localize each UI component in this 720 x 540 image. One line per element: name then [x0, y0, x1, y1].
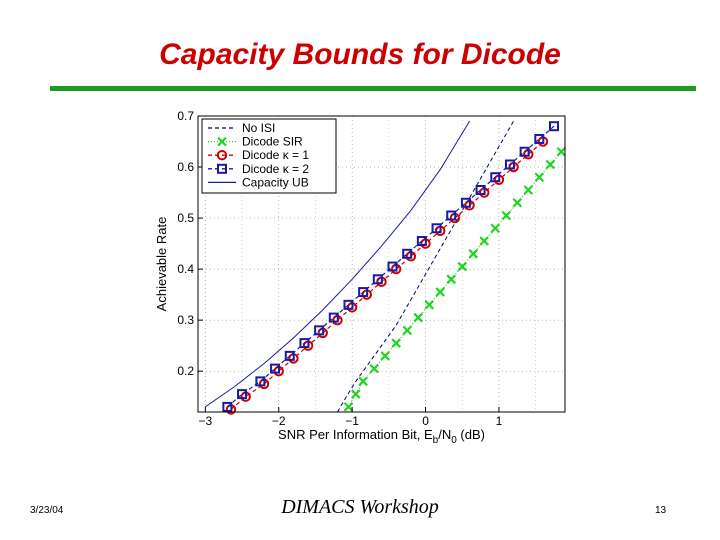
series-line	[230, 141, 544, 410]
data-point	[534, 133, 545, 144]
data-point	[424, 300, 434, 310]
y-tick-label: 0.5	[177, 211, 194, 225]
series-capacity-ub	[205, 120, 471, 408]
data-point	[237, 389, 248, 400]
data-point	[413, 312, 423, 323]
footer-date: 3/23/04	[30, 505, 64, 516]
legend-label: Dicode SIR	[242, 135, 303, 149]
data-point	[270, 363, 281, 374]
legend-label: Dicode κ = 2	[242, 162, 309, 176]
legend-marker	[217, 163, 227, 174]
series-line	[337, 120, 515, 413]
legend-label: Capacity UB	[242, 175, 309, 189]
data-point	[416, 236, 427, 247]
data-point	[284, 350, 295, 361]
data-point	[343, 402, 354, 412]
data-point	[402, 325, 412, 336]
data-point	[435, 287, 445, 297]
data-point	[314, 325, 325, 336]
data-point	[512, 197, 523, 208]
series-no-isi	[337, 120, 515, 413]
x-tick-label: −2	[272, 414, 286, 428]
data-point	[460, 197, 471, 208]
data-point	[343, 299, 354, 310]
data-point	[222, 401, 233, 412]
x-tick-label: −1	[345, 414, 359, 428]
data-point	[358, 376, 368, 387]
y-tick-label: 0.6	[177, 160, 194, 174]
data-point	[391, 338, 401, 348]
legend-label: No ISI	[242, 121, 275, 135]
x-tick-label: 0	[422, 414, 429, 428]
data-point	[446, 274, 457, 285]
data-point	[380, 351, 390, 361]
x-label-sub2: 0	[451, 435, 457, 446]
data-point	[299, 338, 310, 349]
x-tick-label: −3	[198, 414, 212, 428]
x-label-main: SNR Per Information Bit, E	[278, 427, 433, 442]
legend-box	[201, 118, 337, 194]
data-point	[328, 312, 339, 323]
slide-title: Capacity Bounds for Dicode	[159, 38, 561, 71]
legend-label: Dicode κ = 1	[242, 148, 309, 162]
data-point	[255, 376, 266, 387]
series-dicode-sir	[343, 146, 567, 412]
data-point	[431, 223, 442, 234]
series-layer	[205, 120, 567, 415]
series-line	[205, 120, 471, 408]
x-label-tail: (dB)	[457, 427, 485, 442]
legend-marker	[216, 150, 228, 161]
x-label-mid: /N	[438, 427, 451, 442]
data-point	[372, 274, 383, 285]
data-point	[548, 121, 559, 132]
y-axis-label: Achievable Rate	[154, 217, 169, 312]
capacity-chart: −3 −2 −1 0 1 0.2 0.3 0.4 0.5 0.6 0.7 Achievable Ra…	[150, 108, 578, 453]
x-axis-label: SNR Per Information Bit, Eb/N0 (dB)	[278, 427, 485, 446]
data-point	[556, 146, 567, 157]
data-point	[545, 159, 556, 170]
y-tick-label: 0.4	[177, 262, 194, 276]
data-point	[457, 261, 468, 272]
x-label-sub1: b	[433, 435, 439, 446]
y-tick-label: 0.2	[177, 364, 194, 378]
footer-page-number: 13	[655, 505, 667, 516]
data-point	[504, 159, 515, 170]
data-point	[479, 236, 490, 246]
data-point	[468, 249, 479, 259]
y-tick-label: 0.3	[177, 313, 194, 327]
data-point	[402, 248, 413, 259]
data-point	[387, 261, 398, 272]
data-point	[446, 210, 457, 221]
data-point	[519, 146, 530, 157]
x-tick-label: 1	[496, 414, 503, 428]
data-point	[490, 223, 501, 234]
data-point	[523, 185, 534, 195]
data-point	[358, 287, 369, 298]
axis-ticks: −3 −2 −1 0 1 0.2 0.3 0.4 0.5 0.6 0.7	[177, 109, 502, 428]
data-point	[475, 185, 486, 195]
data-point	[501, 210, 512, 221]
data-point	[351, 389, 361, 399]
data-point	[369, 363, 379, 374]
title-rule	[50, 86, 696, 91]
y-tick-label: 0.7	[177, 109, 194, 123]
data-point	[490, 172, 501, 183]
footer-title: DIMACS Workshop	[281, 496, 439, 518]
plot-frame	[197, 115, 566, 413]
legend-marker	[217, 136, 227, 147]
series-dicode-2	[222, 121, 559, 412]
data-point	[534, 172, 545, 183]
